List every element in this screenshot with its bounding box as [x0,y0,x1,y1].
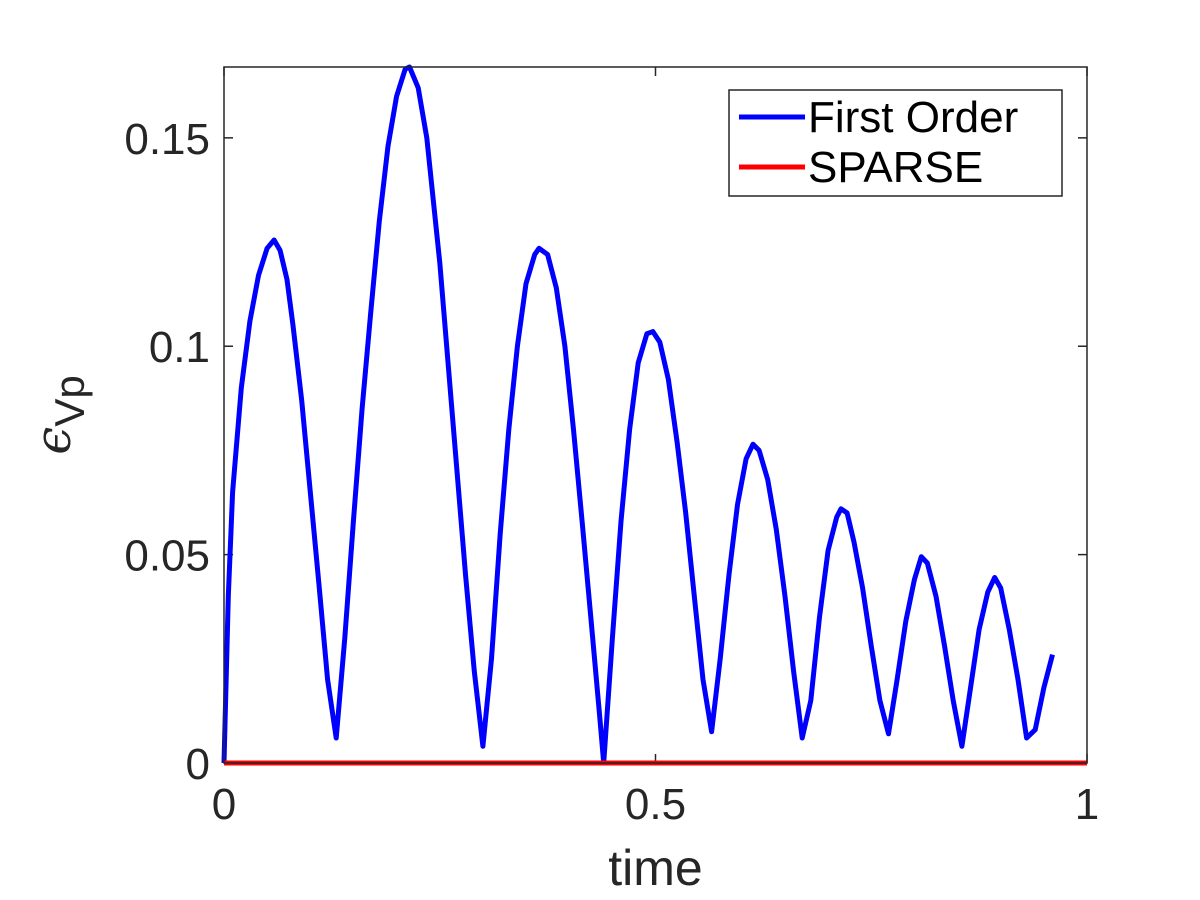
y-tick-label: 0.1 [149,323,210,372]
ticks-layer: 0 0.5 1 0 0.05 0.1 0.15 [124,67,1099,829]
legend-label-sparse: SPARSE [808,143,983,192]
x-tick-label: 0.5 [625,780,686,829]
y-tick-label: 0 [186,740,210,789]
x-axis-label: time [608,840,702,896]
y-axis-label: ϵVp [24,375,93,454]
y-axis-label-subscript: Vp [46,375,93,426]
x-tick-label: 0 [212,780,236,829]
series-line-first-order [221,64,1055,766]
y-tick-label: 0.15 [124,115,210,164]
x-tick-label: 1 [1075,780,1099,829]
legend-box [728,89,1063,197]
legend-label-first-order: First Order [808,93,1018,142]
svg-text:ϵVp: ϵVp [24,375,93,454]
y-tick-label: 0.05 [124,532,210,581]
plot-frame [223,66,1088,764]
legend: First Order SPARSE [728,89,1063,197]
y-axis-label-symbol: ϵ [24,427,82,455]
